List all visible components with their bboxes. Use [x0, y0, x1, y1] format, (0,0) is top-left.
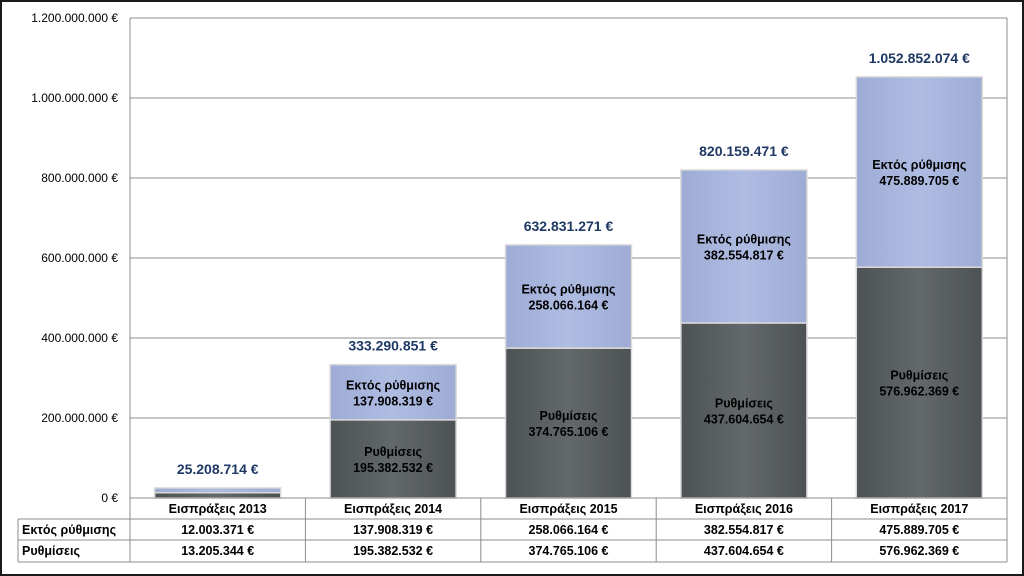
y-tick-label: 400.000.000 € [41, 331, 118, 345]
segment-value-label: 374.765.106 € [529, 425, 609, 439]
y-tick-label: 0 € [101, 491, 118, 505]
segment-series-label: Εκτός ρύθμισης [521, 282, 615, 296]
segment-series-label: Ρυθμίσεις [540, 409, 598, 423]
table-cell: 258.066.164 € [529, 523, 609, 537]
table-row-header: Ρυθμίσεις [22, 544, 80, 558]
x-category-label: Εισπράξεις 2017 [870, 502, 968, 516]
table-cell: 13.205.344 € [181, 544, 254, 558]
segment-series-label: Εκτός ρύθμισης [346, 378, 440, 392]
bar-segment [504, 244, 633, 349]
y-tick-label: 800.000.000 € [41, 171, 118, 185]
segment-value-label: 258.066.164 € [529, 298, 609, 312]
segment-series-label: Ρυθμίσεις [890, 369, 948, 383]
x-category-label: Εισπράξεις 2015 [519, 502, 617, 516]
segment-series-label: Ρυθμίσεις [715, 396, 773, 410]
bar-segment [680, 169, 808, 324]
bar-segment [855, 266, 984, 499]
segment-value-label: 576.962.369 € [879, 385, 959, 399]
table-cell: 374.765.106 € [529, 544, 609, 558]
table-row-header: Εκτός ρύθμισης [22, 523, 116, 537]
y-tick-label: 1.200.000.000 € [31, 11, 118, 25]
segment-value-label: 475.889.705 € [879, 174, 959, 188]
bar-total-label: 632.831.271 € [524, 218, 614, 234]
segment-value-label: 437.604.654 € [704, 412, 784, 426]
segment-series-label: Ρυθμίσεις [364, 445, 422, 459]
y-tick-label: 1.000.000.000 € [31, 91, 118, 105]
x-category-label: Εισπράξεις 2014 [344, 502, 442, 516]
table-cell: 195.382.532 € [353, 544, 433, 558]
table-cell: 382.554.817 € [704, 523, 784, 537]
y-tick-label: 600.000.000 € [41, 251, 118, 265]
bar-total-label: 333.290.851 € [348, 338, 438, 354]
table-cell: 475.889.705 € [879, 523, 959, 537]
bar-total-label: 1.052.852.074 € [869, 50, 970, 66]
x-category-label: Εισπράξεις 2013 [169, 502, 267, 516]
bar-total-label: 25.208.714 € [177, 461, 259, 477]
table-cell: 437.604.654 € [704, 544, 784, 558]
bar-segment [855, 76, 984, 268]
segment-series-label: Εκτός ρύθμισης [872, 158, 966, 172]
bar-segment [153, 491, 282, 499]
segment-value-label: 382.554.817 € [704, 248, 784, 262]
bar-segment [153, 487, 282, 494]
x-category-label: Εισπράξεις 2016 [695, 502, 793, 516]
bar-total-label: 820.159.471 € [699, 143, 789, 159]
bar-segment [329, 363, 457, 421]
segment-value-label: 195.382.532 € [353, 461, 433, 475]
table-cell: 576.962.369 € [879, 544, 959, 558]
segment-value-label: 137.908.319 € [353, 394, 433, 408]
y-tick-label: 200.000.000 € [41, 411, 118, 425]
table-cell: 137.908.319 € [353, 523, 433, 537]
table-cell: 12.003.371 € [181, 523, 254, 537]
segment-series-label: Εκτός ρύθμισης [697, 232, 791, 246]
